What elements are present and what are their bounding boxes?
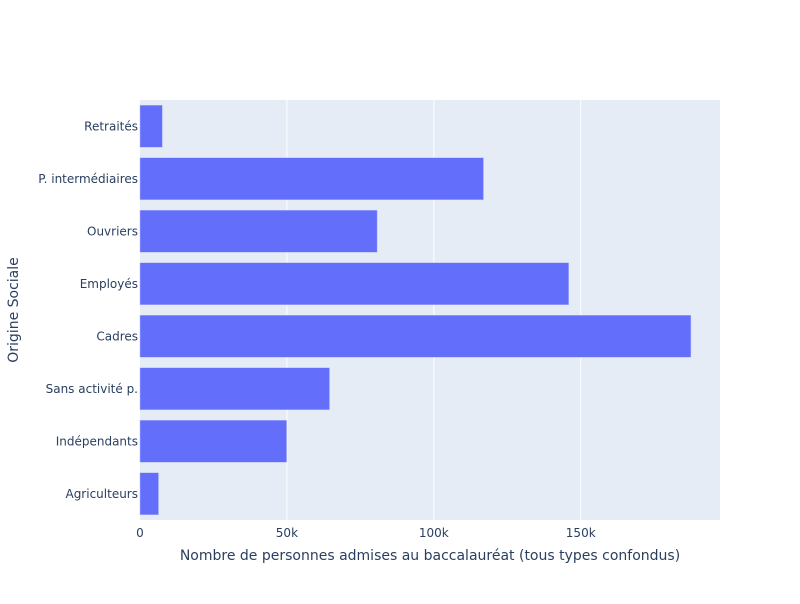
y-tick-label: Ouvriers [87, 224, 138, 238]
x-axis-title: Nombre de personnes admises au baccalaur… [180, 548, 680, 564]
y-tick-label: Cadres [96, 329, 138, 343]
bar-indépendants[interactable] [139, 420, 287, 463]
y-tick-label: P. intermédiaires [38, 172, 138, 186]
bar-cadres[interactable] [139, 315, 692, 358]
x-tick-label: 0 [136, 526, 144, 540]
y-tick-label: Indépendants [56, 434, 138, 448]
bar-agriculteurs[interactable] [139, 472, 159, 515]
bar-p-intermédiaires[interactable] [139, 157, 484, 200]
y-tick-label: Agriculteurs [65, 487, 138, 501]
x-tick-label: 150k [566, 526, 596, 540]
x-tick-label: 100k [419, 526, 449, 540]
y-tick-label: Employés [80, 277, 138, 291]
bar-sans-activité-p-[interactable] [139, 367, 330, 410]
x-tick-label: 50k [276, 526, 298, 540]
bar-ouvriers[interactable] [139, 210, 378, 253]
bar-employés[interactable] [139, 262, 569, 305]
bar-retraités[interactable] [139, 105, 163, 148]
y-tick-label: Sans activité p. [46, 382, 138, 396]
y-axis-title: Origine Sociale [6, 257, 22, 363]
y-tick-label: Retraités [84, 119, 138, 133]
